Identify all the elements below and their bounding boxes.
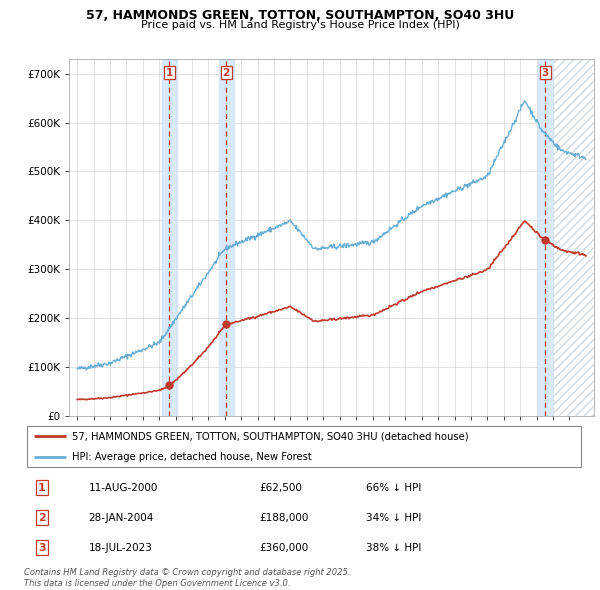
Text: 57, HAMMONDS GREEN, TOTTON, SOUTHAMPTON, SO40 3HU (detached house): 57, HAMMONDS GREEN, TOTTON, SOUTHAMPTON,… (71, 431, 469, 441)
FancyBboxPatch shape (27, 426, 581, 467)
Text: £360,000: £360,000 (260, 543, 309, 553)
Text: 3: 3 (38, 543, 46, 553)
Text: £188,000: £188,000 (260, 513, 309, 523)
Text: 1: 1 (38, 483, 46, 493)
Text: Contains HM Land Registry data © Crown copyright and database right 2025.
This d: Contains HM Land Registry data © Crown c… (24, 568, 350, 588)
Text: 3: 3 (542, 68, 549, 77)
Text: 57, HAMMONDS GREEN, TOTTON, SOUTHAMPTON, SO40 3HU: 57, HAMMONDS GREEN, TOTTON, SOUTHAMPTON,… (86, 9, 514, 22)
Text: £62,500: £62,500 (260, 483, 302, 493)
Text: 34% ↓ HPI: 34% ↓ HPI (366, 513, 422, 523)
Text: 66% ↓ HPI: 66% ↓ HPI (366, 483, 422, 493)
Bar (218, 59, 234, 416)
Text: 2: 2 (38, 513, 46, 523)
Text: 38% ↓ HPI: 38% ↓ HPI (366, 543, 422, 553)
Bar (538, 59, 553, 416)
Bar (161, 59, 177, 416)
Text: 11-AUG-2000: 11-AUG-2000 (89, 483, 158, 493)
Text: 18-JUL-2023: 18-JUL-2023 (89, 543, 152, 553)
Text: HPI: Average price, detached house, New Forest: HPI: Average price, detached house, New … (71, 452, 311, 462)
Text: 28-JAN-2004: 28-JAN-2004 (89, 513, 154, 523)
Text: 1: 1 (166, 68, 173, 77)
Text: 2: 2 (223, 68, 230, 77)
Text: Price paid vs. HM Land Registry's House Price Index (HPI): Price paid vs. HM Land Registry's House … (140, 20, 460, 30)
